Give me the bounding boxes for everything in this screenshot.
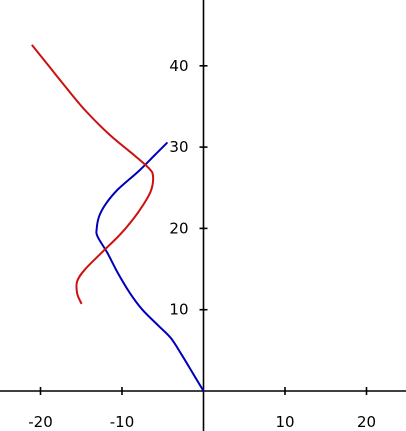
y-tick-label: 20: [169, 219, 188, 237]
y-tick-label: 40: [169, 57, 188, 75]
x-tick-label: -10: [110, 413, 135, 431]
y-tick-label: 10: [169, 301, 188, 319]
y-tick-label: 30: [169, 138, 188, 156]
x-tick-label: -20: [28, 413, 53, 431]
x-tick-label: 10: [275, 413, 294, 431]
series-line-1: [95, 142, 205, 392]
x-tick-label: 20: [357, 413, 376, 431]
tick-labels: -20 -10 10 20 10 20 30 40: [28, 57, 376, 431]
series-line-2: [31, 44, 155, 305]
series-layer: [31, 44, 205, 392]
